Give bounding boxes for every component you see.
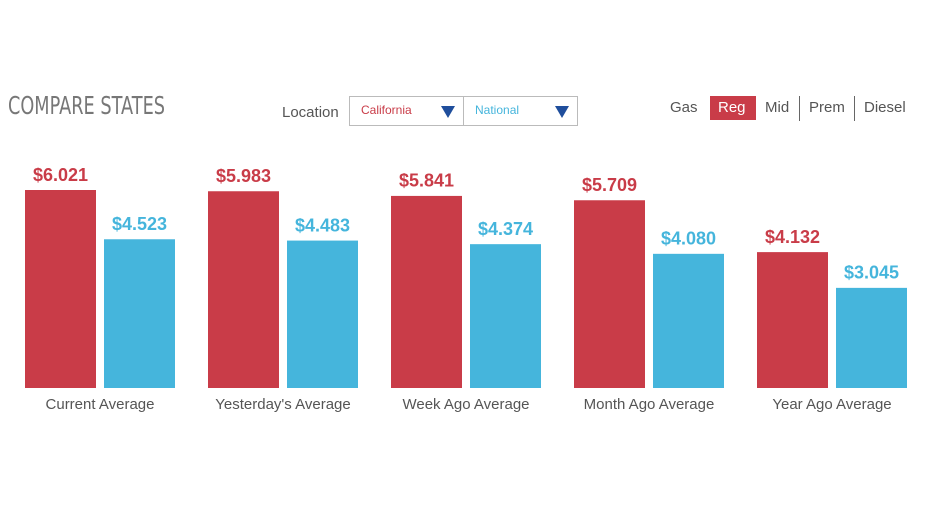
x-tick-label: Current Average — [46, 396, 155, 413]
bar — [208, 191, 279, 388]
value-label: $3.045 — [844, 263, 899, 283]
value-label: $4.132 — [765, 227, 820, 247]
bar — [470, 244, 541, 388]
state-option[interactable]: California — [361, 103, 412, 117]
value-label: $5.983 — [216, 166, 271, 186]
dropdown-arrow[interactable] — [555, 106, 569, 118]
fuel-tab[interactable]: Diesel — [864, 99, 906, 116]
bar — [25, 190, 96, 388]
widget-title: COMPARE STATES — [8, 91, 165, 120]
bar — [287, 240, 358, 388]
bar — [757, 252, 828, 388]
x-tick-label: Month Ago Average — [584, 396, 715, 413]
bar — [574, 200, 645, 388]
fuel-tab[interactable]: Mid — [765, 99, 789, 116]
fuel-tabs: Gas Reg Mid Prem Diesel — [670, 96, 906, 121]
value-label: $4.523 — [112, 214, 167, 234]
value-label: $4.080 — [661, 229, 716, 249]
location-label: Location — [282, 104, 339, 121]
compare-dropdown[interactable]: National — [475, 103, 569, 118]
x-tick-label: Yesterday's Average — [215, 396, 350, 413]
fuel-tab[interactable]: Gas — [670, 99, 698, 116]
bar — [391, 195, 462, 388]
state-dropdown[interactable]: California — [361, 103, 455, 118]
tab-selected-bg[interactable] — [710, 96, 756, 120]
bar — [836, 287, 907, 388]
fuel-tab[interactable]: Reg — [718, 99, 746, 116]
value-label: $6.021 — [33, 165, 88, 185]
location-dropdowns: California National — [349, 96, 578, 126]
bar — [104, 239, 175, 388]
value-label: $5.709 — [582, 175, 637, 195]
bar — [653, 253, 724, 388]
value-label: $4.374 — [478, 219, 533, 239]
value-label: $4.483 — [295, 215, 350, 235]
fuel-tab[interactable]: Prem — [809, 99, 845, 116]
x-tick-label: Year Ago Average — [772, 396, 891, 413]
x-tick-label: Week Ago Average — [402, 396, 529, 413]
dropdown-arrow[interactable] — [441, 106, 455, 118]
value-label: $5.841 — [399, 171, 454, 191]
compare-option[interactable]: National — [475, 103, 519, 117]
